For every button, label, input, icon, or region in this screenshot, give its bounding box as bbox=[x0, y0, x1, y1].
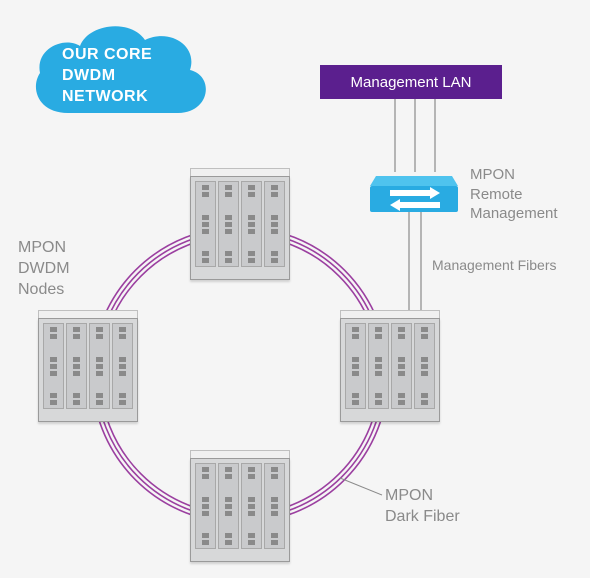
cloud-label-line1: OUR CORE bbox=[62, 45, 152, 66]
management-lan-label: Management LAN bbox=[351, 74, 472, 91]
switch-label: MPON Remote Management bbox=[470, 165, 558, 224]
dark-fiber-label-line1: MPON bbox=[385, 486, 460, 507]
cloud-label: OUR CORE DWDM NETWORK bbox=[62, 45, 152, 107]
management-fibers-label: Management Fibers bbox=[432, 256, 557, 274]
nodes-label-line1: MPON bbox=[18, 238, 70, 259]
dwdm-node-right bbox=[340, 310, 440, 422]
management-lan-box: Management LAN bbox=[320, 65, 502, 99]
switch-label-line1: MPON bbox=[470, 165, 558, 185]
nodes-label-line2: DWDM bbox=[18, 259, 70, 280]
remote-management-switch bbox=[370, 168, 458, 216]
nodes-label-line3: Nodes bbox=[18, 280, 70, 301]
dark-fiber-label: MPON Dark Fiber bbox=[385, 486, 460, 528]
dark-fiber-label-line2: Dark Fiber bbox=[385, 507, 460, 528]
dwdm-node-left bbox=[38, 310, 138, 422]
switch-label-line2: Remote bbox=[470, 185, 558, 205]
switch-icon bbox=[370, 168, 458, 216]
dwdm-nodes-label: MPON DWDM Nodes bbox=[18, 238, 70, 300]
cloud-label-line2: DWDM bbox=[62, 66, 152, 87]
switch-label-line3: Management bbox=[470, 204, 558, 224]
core-network-cloud: OUR CORE DWDM NETWORK bbox=[30, 18, 210, 128]
diagram-canvas: OUR CORE DWDM NETWORK Management LAN MPO… bbox=[0, 0, 590, 578]
dwdm-node-top bbox=[190, 168, 290, 280]
dwdm-node-bottom bbox=[190, 450, 290, 562]
cloud-label-line3: NETWORK bbox=[62, 87, 152, 108]
